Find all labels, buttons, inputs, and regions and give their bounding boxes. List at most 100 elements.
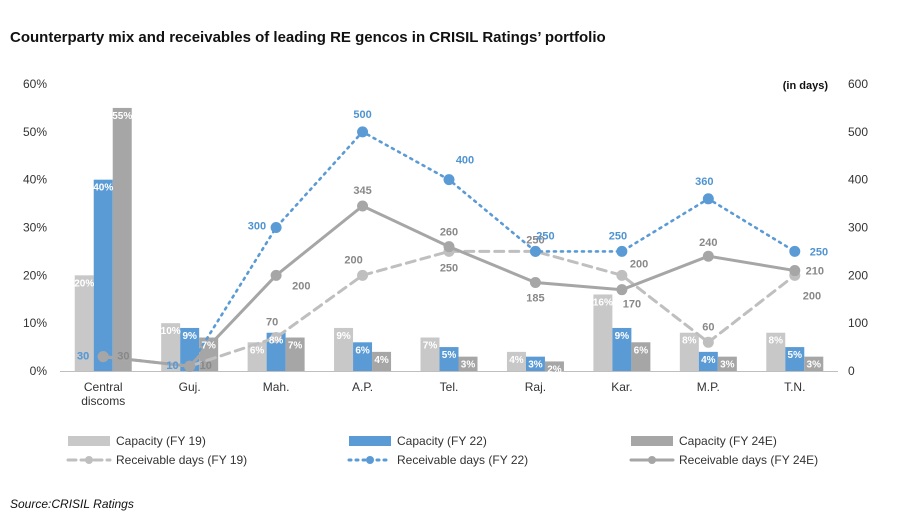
point-data-label: 250 <box>440 262 458 274</box>
x-category-label: Guj. <box>179 380 201 394</box>
series-point <box>443 241 455 253</box>
series-point <box>529 277 541 289</box>
bar-data-label: 16% <box>593 297 613 308</box>
y-left-tick-label: 20% <box>23 268 47 282</box>
bar-data-label: 7% <box>288 341 303 352</box>
point-data-label: 500 <box>353 109 371 121</box>
series-point <box>357 200 369 212</box>
legend-label: Receivable days (FY 24E) <box>679 453 818 467</box>
bar <box>785 347 805 371</box>
legend-label: Receivable days (FY 22) <box>397 453 528 467</box>
bar-data-label: 10% <box>161 326 181 337</box>
legend-marker <box>85 456 93 464</box>
bar-data-label: 9% <box>615 331 630 342</box>
x-category-label: Mah. <box>263 380 290 394</box>
bar-data-label: 6% <box>355 345 370 356</box>
bar <box>612 327 632 371</box>
bar-data-label: 9% <box>336 331 351 342</box>
legend-label: Capacity (FY 19) <box>116 434 206 448</box>
legend-marker <box>366 456 374 464</box>
point-data-label: 360 <box>695 176 713 188</box>
bar-data-label: 8% <box>769 336 784 347</box>
bar-data-label: 7% <box>201 341 216 352</box>
bar-data-label: 9% <box>182 331 197 342</box>
series-point <box>702 193 714 205</box>
series-point <box>789 265 801 277</box>
bar-data-label: 2% <box>547 364 562 375</box>
bar <box>74 275 94 371</box>
bar <box>266 332 286 371</box>
bar-series-group <box>74 107 824 372</box>
bar-data-label: 5% <box>788 350 803 361</box>
unit-note: (in days) <box>783 80 829 92</box>
y-right-tick-label: 400 <box>848 173 868 187</box>
bar <box>593 294 613 371</box>
bar <box>766 332 786 371</box>
point-data-label: 240 <box>699 237 717 249</box>
series-point <box>616 245 628 257</box>
bar <box>717 356 737 371</box>
bar-data-label: 8% <box>682 336 697 347</box>
source-note: Source:CRISIL Ratings <box>10 497 134 511</box>
point-data-label: 250 <box>810 246 828 258</box>
bar <box>698 351 718 371</box>
bar <box>506 351 526 371</box>
y-right-tick-label: 500 <box>848 125 868 139</box>
point-data-label: 250 <box>609 230 627 242</box>
point-data-label: 200 <box>630 258 648 270</box>
series-point <box>357 269 369 281</box>
point-data-label: 10 <box>166 360 178 372</box>
bar-data-label: 3% <box>528 360 543 371</box>
x-category-label: discoms <box>81 394 125 408</box>
legend: Capacity (FY 19) Capacity (FY 22) Capacity… <box>66 434 818 467</box>
bar <box>420 337 440 371</box>
series-point <box>789 245 801 257</box>
bar-data-label: 40% <box>93 183 113 194</box>
bar-data-label: 3% <box>807 360 822 371</box>
legend-swatch <box>631 436 673 446</box>
y-left-tick-label: 0% <box>30 364 48 378</box>
point-data-label: 70 <box>266 317 278 329</box>
legend-label: Capacity (FY 22) <box>397 434 487 448</box>
series-point <box>616 269 628 281</box>
legend-swatch <box>68 436 110 446</box>
series-point <box>184 360 196 372</box>
line-series-group <box>97 126 801 372</box>
chart-title: Counterparty mix and receivables of lead… <box>10 29 606 46</box>
point-data-label: 185 <box>526 293 544 305</box>
point-data-label: 250 <box>526 234 544 246</box>
data-labels-group: 20% 10% 6% 9% 7% 4% 16% 8% 8% 40% 9% 8% 6% 5% 3% 9% 4% 5%… <box>74 109 828 376</box>
point-data-label: 250 <box>536 230 554 242</box>
series-point <box>702 250 714 262</box>
bar <box>439 347 459 371</box>
point-data-label: 30 <box>77 351 89 363</box>
bar <box>372 351 392 371</box>
bar <box>334 327 354 371</box>
bar-data-label: 5% <box>442 350 457 361</box>
point-data-label: 30 <box>77 351 89 363</box>
bar <box>199 337 219 371</box>
bar-data-label: 7% <box>423 341 438 352</box>
point-data-label: 300 <box>248 221 266 233</box>
legend-marker <box>648 456 656 464</box>
bar <box>161 323 181 371</box>
bar <box>679 332 699 371</box>
x-category-label: Raj. <box>525 380 546 394</box>
series-point <box>616 284 628 296</box>
y-right-tick-label: 100 <box>848 316 868 330</box>
x-category-label: Central <box>84 380 123 394</box>
y-right-tick-label: 200 <box>848 268 868 282</box>
y-left-tick-label: 40% <box>23 173 47 187</box>
y-right-tick-label: 300 <box>848 221 868 235</box>
bar <box>93 179 113 371</box>
bar <box>631 342 651 371</box>
point-data-label: 10 <box>166 360 178 372</box>
x-category-label: T.N. <box>784 380 805 394</box>
bar-data-label: 55% <box>112 111 132 122</box>
bar <box>525 356 545 371</box>
bar <box>353 342 373 371</box>
bar <box>247 342 267 371</box>
y-left-tick-label: 30% <box>23 221 47 235</box>
series-point <box>270 269 282 281</box>
x-category-label: Kar. <box>611 380 632 394</box>
